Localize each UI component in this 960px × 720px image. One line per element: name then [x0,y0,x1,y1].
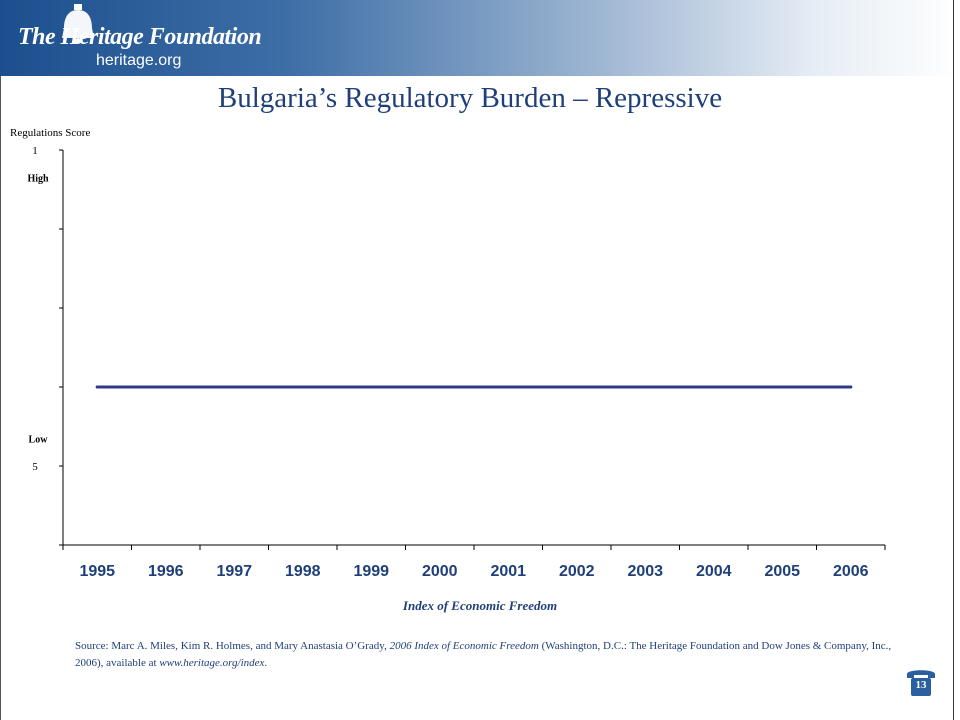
data-point [164,385,168,389]
source-suffix: . [264,657,268,669]
x-tick-label: 1998 [285,563,321,580]
x-tick-label: 2000 [422,563,458,580]
y-extra-label: Low [29,434,49,445]
data-point [301,385,305,389]
page-number: 13 [915,679,927,691]
y-tick-label: 5 [32,461,38,473]
data-point [506,385,510,389]
x-tick-label: 1995 [79,563,115,580]
frame-right-border [953,0,954,720]
source-prefix: Source: Marc A. Miles, Kim R. Holmes, an… [75,640,390,652]
source-middle: (Washington, D.C.: The Heritage Foundati… [75,640,892,669]
x-tick-label: 2006 [833,563,869,580]
x-tick-label: 2003 [627,563,663,580]
heritage-logo[interactable]: The Heritage Foundation heritage.org [8,4,262,74]
source-book-title: 2006 Index of Economic Freedom [389,640,539,652]
header-banner: The Heritage Foundation heritage.org [0,0,960,76]
data-point [438,385,442,389]
data-point [643,385,647,389]
page-badge-icon [907,670,935,696]
liberty-bell-icon [62,4,94,44]
logo-name: The Heritage Foundation [18,24,262,50]
x-tick-label: 2001 [490,563,526,580]
data-point [369,385,373,389]
x-tick-label: 2002 [559,563,595,580]
frame-left-border [0,76,1,720]
data-point [232,385,236,389]
x-axis-title: Index of Economic Freedom [402,598,558,613]
source-url[interactable]: www.heritage.org/index [159,657,265,669]
data-point [849,385,853,389]
x-tick-label: 2005 [764,563,800,580]
data-point [575,385,579,389]
data-point [780,385,784,389]
data-point [712,385,716,389]
x-tick-label: 1997 [216,563,252,580]
slide-title: Bulgaria’s Regulatory Burden – Repressiv… [217,82,723,114]
x-tick-label: 1999 [353,563,389,580]
x-tick-label: 1996 [148,563,184,580]
y-extra-label: High [27,174,49,185]
logo-url: heritage.org [96,52,182,69]
y-tick-label: 1 [32,145,38,157]
data-point [95,385,99,389]
y-axis-title: Regulations Score [10,127,91,139]
x-tick-label: 2004 [696,563,732,580]
source-note: Source: Marc A. Miles, Kim R. Holmes, an… [75,638,895,672]
